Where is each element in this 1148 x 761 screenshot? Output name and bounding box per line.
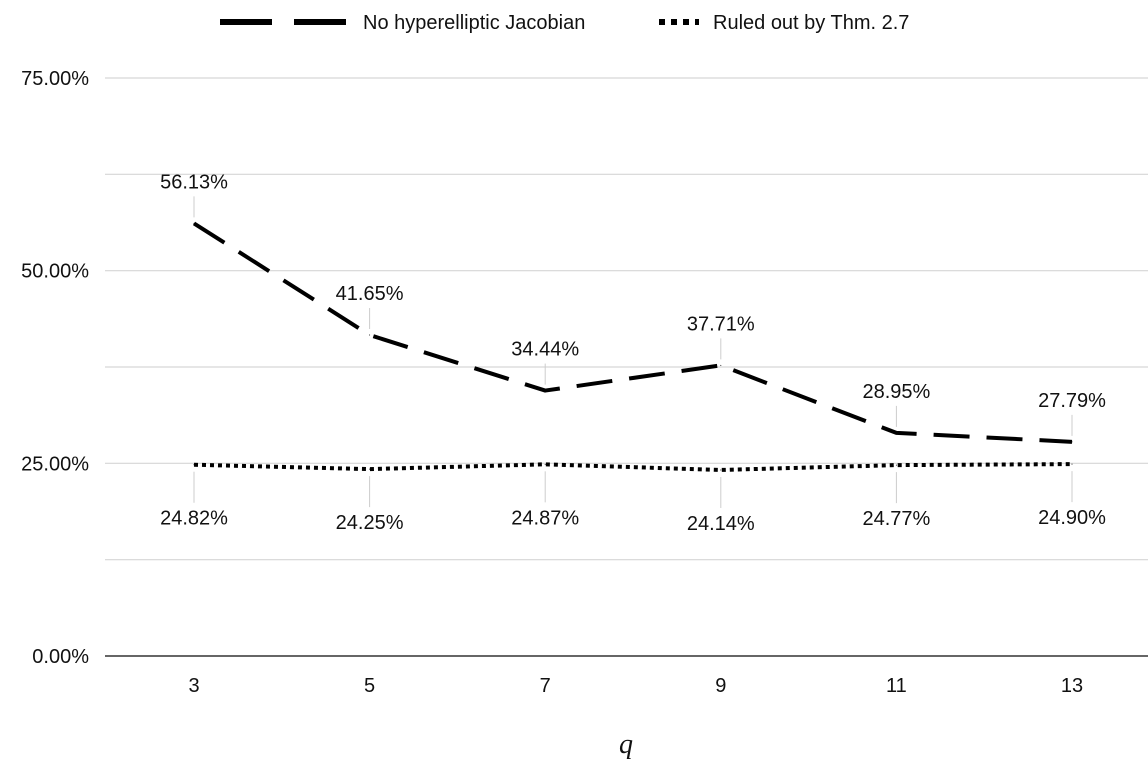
legend-label-no-hyperelliptic: No hyperelliptic Jacobian [363, 12, 585, 34]
data-point [193, 222, 195, 224]
data-point [544, 390, 546, 392]
data-point [720, 364, 722, 366]
data-label: 24.87% [511, 507, 579, 529]
data-point [193, 464, 195, 466]
x-axis-tick-labels: 3 5 7 9 11 13 [188, 675, 1083, 697]
data-point [1071, 463, 1073, 465]
data-point [720, 469, 722, 471]
series-line-1 [193, 462, 1073, 472]
series-line-0 [192, 221, 1073, 444]
x-tick-label: 13 [1061, 675, 1083, 697]
legend-label-ruled-out: Ruled out by Thm. 2.7 [713, 12, 909, 34]
y-tick-label: 0.00% [32, 646, 89, 668]
legend: No hyperelliptic Jacobian Ruled out by T… [220, 12, 909, 34]
data-point [895, 464, 897, 466]
x-tick-label: 5 [364, 675, 375, 697]
x-tick-label: 9 [715, 675, 726, 697]
data-label: 37.71% [687, 313, 755, 335]
series-lines [192, 221, 1073, 472]
x-axis-title: q [619, 729, 633, 760]
data-point [544, 463, 546, 465]
data-label: 28.95% [862, 381, 930, 403]
x-tick-label: 3 [188, 675, 199, 697]
x-tick-label: 11 [886, 675, 907, 697]
data-label: 24.90% [1038, 507, 1106, 529]
gridlines [105, 77, 1148, 561]
label-leader-lines [193, 196, 1073, 508]
y-axis-tick-labels: 0.00% 25.00% 50.00% 75.00% [21, 68, 89, 668]
data-point [895, 432, 897, 434]
data-point [1071, 441, 1073, 443]
x-tick-label: 7 [540, 675, 551, 697]
y-tick-label: 50.00% [21, 261, 89, 283]
y-tick-label: 75.00% [21, 68, 89, 90]
data-point [369, 468, 371, 470]
data-point [369, 334, 371, 336]
data-label: 24.82% [160, 508, 228, 530]
data-label: 27.79% [1038, 390, 1106, 412]
data-label: 56.13% [160, 171, 228, 193]
data-label: 24.77% [862, 508, 930, 530]
data-label: 34.44% [511, 339, 579, 361]
data-label: 41.65% [336, 283, 404, 305]
data-label: 24.14% [687, 513, 755, 535]
data-label: 24.25% [336, 512, 404, 534]
data-labels: 56.13% 41.65% 34.44% 37.71% 28.95% 27.79% 24.8… [160, 171, 1106, 535]
y-tick-label: 25.00% [21, 453, 89, 475]
